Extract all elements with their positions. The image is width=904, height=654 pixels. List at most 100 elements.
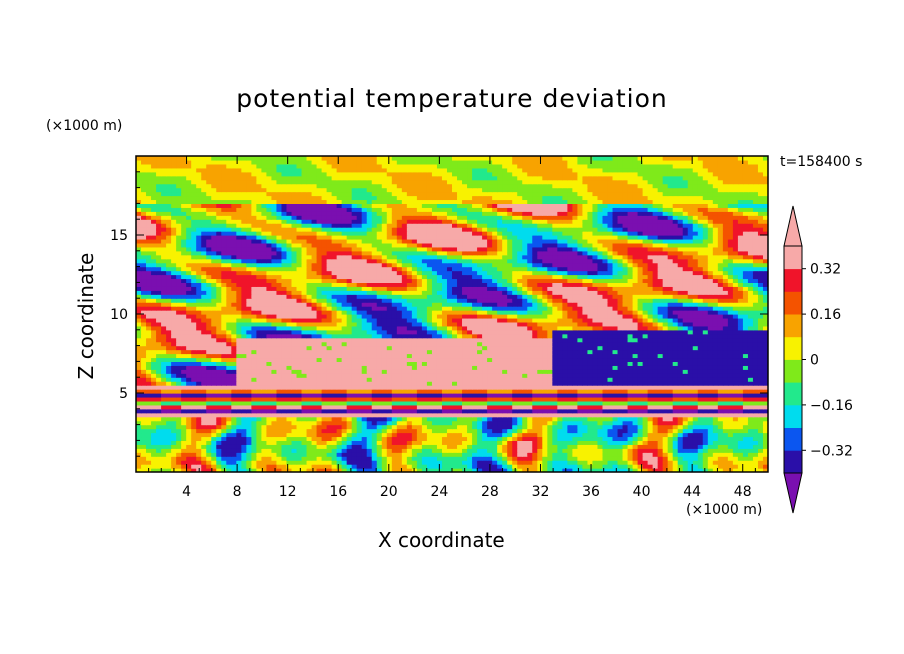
field-cell: [266, 456, 273, 461]
field-cell: [386, 389, 393, 394]
field-cell: [151, 325, 157, 331]
field-cell: [742, 452, 749, 457]
field-cell: [171, 365, 177, 370]
field-cell: [452, 365, 458, 370]
field-cell: [401, 361, 408, 366]
field-cell: [261, 448, 268, 453]
field-cell: [577, 337, 584, 343]
field-cell: [602, 357, 609, 362]
field-cell: [642, 400, 649, 406]
field-cell: [707, 393, 714, 398]
field-cell: [401, 428, 408, 434]
field-cell: [642, 333, 649, 339]
field-cell: [557, 432, 563, 438]
field-cell: [136, 400, 142, 406]
field-cell: [161, 452, 167, 457]
field-cell: [537, 373, 543, 378]
field-cell: [507, 400, 513, 406]
field-cell: [191, 456, 197, 461]
field-cell: [226, 412, 232, 418]
field-cell: [747, 389, 754, 394]
field-cell: [507, 321, 513, 327]
field-cell: [742, 381, 749, 386]
field-cell: [281, 314, 288, 319]
field-cell: [607, 345, 614, 351]
field-cell: [557, 389, 563, 394]
field-cell: [547, 440, 553, 445]
field-cell: [572, 460, 578, 465]
field-cell: [467, 381, 473, 386]
field-cell: [532, 452, 538, 457]
field-cell: [351, 393, 358, 398]
field-cell: [562, 317, 568, 323]
field-cell: [266, 361, 273, 366]
field-cell: [592, 440, 599, 445]
field-cell: [301, 393, 308, 398]
field-cell: [687, 369, 694, 374]
field-cell: [517, 361, 523, 366]
field-cell: [376, 396, 383, 402]
field-cell: [717, 393, 724, 398]
field-cell: [602, 464, 609, 469]
field-cell: [266, 325, 273, 331]
field-cell: [582, 321, 589, 327]
field-cell: [176, 361, 182, 366]
field-cell: [622, 353, 629, 359]
field-cell: [421, 357, 428, 362]
field-cell: [251, 464, 257, 469]
field-cell: [236, 317, 242, 323]
field-cell: [477, 321, 483, 327]
field-cell: [707, 444, 714, 449]
field-cell: [416, 373, 423, 378]
field-cell: [431, 369, 438, 374]
field-cell: [687, 381, 694, 386]
field-cell: [652, 333, 659, 339]
field-cell: [411, 365, 418, 370]
field-cell: [436, 385, 443, 390]
field-cell: [256, 424, 262, 430]
field-cell: [527, 381, 533, 386]
field-cell: [552, 357, 558, 362]
field-cell: [281, 436, 288, 441]
field-cell: [231, 369, 237, 374]
field-cell: [271, 369, 278, 374]
field-cell: [211, 321, 217, 327]
field-cell: [296, 428, 303, 434]
field-cell: [161, 393, 167, 398]
field-cell: [542, 420, 548, 426]
field-cell: [732, 369, 739, 374]
field-cell: [321, 436, 328, 441]
field-cell: [522, 456, 528, 461]
field-cell: [361, 314, 368, 319]
field-cell: [296, 412, 303, 418]
field-cell: [672, 385, 679, 390]
field-cell: [416, 416, 423, 422]
field-cell: [542, 428, 548, 434]
field-cell: [577, 468, 584, 472]
field-cell: [196, 400, 202, 406]
field-cell: [401, 337, 408, 343]
field-cell: [271, 329, 278, 335]
field-cell: [311, 317, 318, 323]
field-cell: [757, 393, 764, 398]
field-cell: [411, 432, 418, 438]
field-cell: [462, 432, 468, 438]
field-cell: [386, 428, 393, 434]
field-cell: [647, 400, 654, 406]
field-cell: [146, 404, 152, 410]
field-cell: [577, 333, 584, 339]
field-cell: [281, 432, 288, 438]
field-cell: [497, 420, 503, 426]
field-cell: [326, 456, 333, 461]
field-cell: [446, 317, 453, 323]
field-cell: [346, 464, 353, 469]
field-cell: [742, 440, 749, 445]
field-cell: [452, 341, 458, 347]
field-cell: [276, 440, 283, 445]
field-cell: [687, 321, 694, 327]
field-cell: [712, 428, 719, 434]
field-cell: [487, 428, 493, 434]
field-cell: [607, 444, 614, 449]
field-cell: [396, 400, 403, 406]
field-cell: [662, 400, 669, 406]
